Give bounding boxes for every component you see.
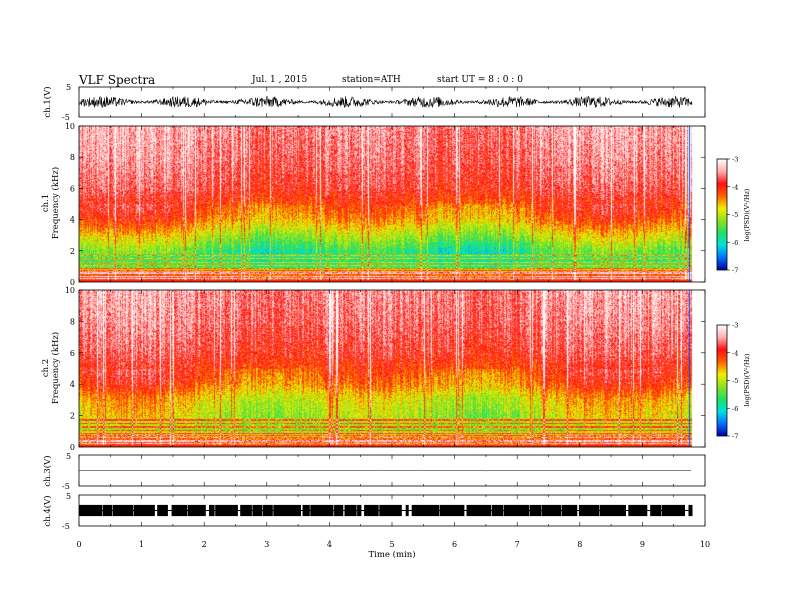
ch1-trace bbox=[78, 95, 693, 108]
ch4-ylabel: ch.4(V) bbox=[42, 495, 53, 526]
y-tick-label: 10 bbox=[65, 286, 75, 295]
colorbar-tick-label: -7 bbox=[732, 433, 738, 441]
header-start-time: start UT = 8 : 0 : 0 bbox=[437, 75, 523, 85]
y-tick-label: 6 bbox=[70, 349, 75, 358]
header-station: station=ATH bbox=[342, 75, 401, 85]
ch1-colorbar-ticks: -3 -4 -5 -6 -7 bbox=[727, 156, 738, 275]
ch1-colorbar bbox=[717, 159, 727, 270]
time-tick-label: 8 bbox=[577, 540, 582, 549]
ch2-colorbar-ticks: -3 -4 -5 -6 -7 bbox=[727, 322, 738, 441]
y-tick-label: 4 bbox=[70, 216, 75, 225]
ch1-xticks bbox=[78, 87, 706, 117]
ch3-ytick-top: 5 bbox=[66, 452, 71, 461]
time-tick-label: 0 bbox=[76, 540, 81, 549]
ch1-ytick-bottom: -5 bbox=[62, 113, 70, 122]
ch2-spectrogram-image bbox=[79, 290, 705, 447]
ch2-colorbar bbox=[717, 325, 727, 436]
ch4-ytick-top: 5 bbox=[66, 492, 71, 501]
ch4-trace bbox=[79, 504, 693, 517]
ch1-waveform-panel: 5 -5 ch.1(V) bbox=[42, 83, 706, 122]
y-tick-label: 4 bbox=[70, 380, 75, 389]
y-tick-label: 6 bbox=[70, 184, 75, 193]
colorbar-tick-label: -7 bbox=[732, 267, 738, 275]
ch1-ytick-top: 5 bbox=[66, 83, 71, 92]
time-tick-label: 9 bbox=[640, 540, 645, 549]
ch1-spectrogram-ylabel: Frequency (kHz) bbox=[50, 167, 61, 239]
ch2-spectrogram-xticks bbox=[78, 290, 706, 447]
ch2-spectrogram-yticks: 0 2 4 6 8 10 bbox=[65, 286, 705, 452]
y-tick-label: 0 bbox=[70, 443, 75, 452]
colorbar-tick-label: -3 bbox=[732, 322, 738, 330]
y-tick-label: 8 bbox=[70, 317, 75, 326]
ch2-side-label: ch.2 bbox=[41, 359, 51, 377]
time-tick-label: 3 bbox=[264, 540, 269, 549]
time-axis-tick-labels: 0 1 2 3 4 5 6 7 8 9 10 bbox=[76, 540, 710, 549]
colorbar-tick-label: -5 bbox=[732, 377, 738, 385]
ch3-waveform-panel: 5 -5 ch.3(V) bbox=[42, 452, 706, 491]
ch4-ytick-bottom: -5 bbox=[62, 522, 70, 531]
y-tick-label: 10 bbox=[65, 122, 75, 131]
figure-title: VLF Spectra bbox=[78, 73, 155, 87]
ch4-waveform-panel: 5 -5 ch.4(V) 0 1 2 3 4 5 6 7 8 9 10 Time (min) bbox=[42, 492, 710, 560]
time-tick-label: 1 bbox=[139, 540, 144, 549]
ch1-side-label: ch.1 bbox=[41, 194, 51, 212]
y-tick-label: 0 bbox=[70, 278, 75, 287]
colorbar-tick-label: -4 bbox=[732, 349, 738, 357]
ch1-spectrogram-yticks: 0 2 4 6 8 10 bbox=[65, 122, 705, 287]
ch1-colorbar-label: log(PSD)(V²/Hz) bbox=[743, 188, 751, 241]
colorbar-tick-label: -6 bbox=[732, 405, 738, 413]
colorbar-tick-label: -4 bbox=[732, 183, 738, 191]
time-tick-label: 10 bbox=[700, 540, 710, 549]
time-tick-label: 2 bbox=[202, 540, 207, 549]
ch3-ylabel: ch.3(V) bbox=[42, 455, 53, 486]
y-tick-label: 2 bbox=[70, 412, 75, 421]
time-tick-label: 4 bbox=[327, 540, 332, 549]
ch3-xticks bbox=[78, 455, 706, 486]
ch1-spectrogram-image bbox=[79, 126, 705, 282]
colorbar-tick-label: -3 bbox=[732, 156, 738, 164]
header-date: Jul. 1 , 2015 bbox=[251, 75, 307, 85]
time-axis-label: Time (min) bbox=[368, 549, 415, 560]
y-tick-label: 8 bbox=[70, 153, 75, 162]
y-tick-label: 2 bbox=[70, 247, 75, 256]
ch4-xticks bbox=[78, 495, 706, 526]
ch2-spectrogram-ylabel: Frequency (kHz) bbox=[50, 332, 61, 404]
time-tick-label: 7 bbox=[515, 540, 520, 549]
ch3-trace bbox=[78, 469, 692, 472]
colorbar-tick-label: -5 bbox=[732, 211, 738, 219]
ch2-colorbar-label: log(PSD)(V²/Hz) bbox=[743, 353, 751, 406]
ch1-spectrogram-xticks bbox=[78, 126, 706, 282]
ch3-ytick-bottom: -5 bbox=[62, 482, 70, 491]
ch1-ylabel: ch.1(V) bbox=[42, 86, 53, 117]
time-tick-label: 6 bbox=[452, 540, 457, 549]
time-tick-label: 5 bbox=[389, 540, 394, 549]
colorbar-tick-label: -6 bbox=[732, 239, 738, 247]
